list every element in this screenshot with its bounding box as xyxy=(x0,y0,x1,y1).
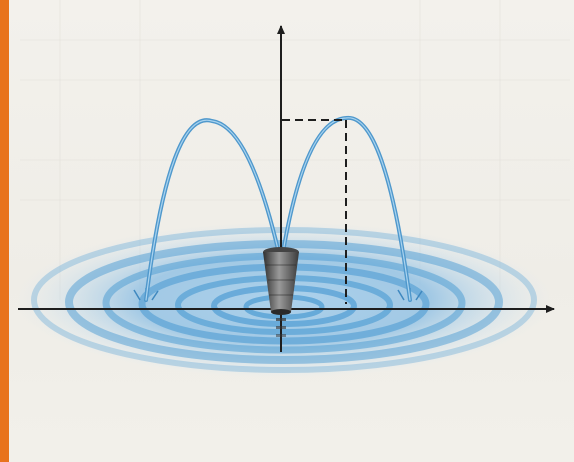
left-water-arc-highlight xyxy=(145,119,281,301)
right-water-arc-highlight xyxy=(281,117,411,301)
orange-margin-bar xyxy=(0,0,9,462)
vertex-dashed-guide xyxy=(282,119,347,304)
fountain-nozzle xyxy=(263,247,299,337)
